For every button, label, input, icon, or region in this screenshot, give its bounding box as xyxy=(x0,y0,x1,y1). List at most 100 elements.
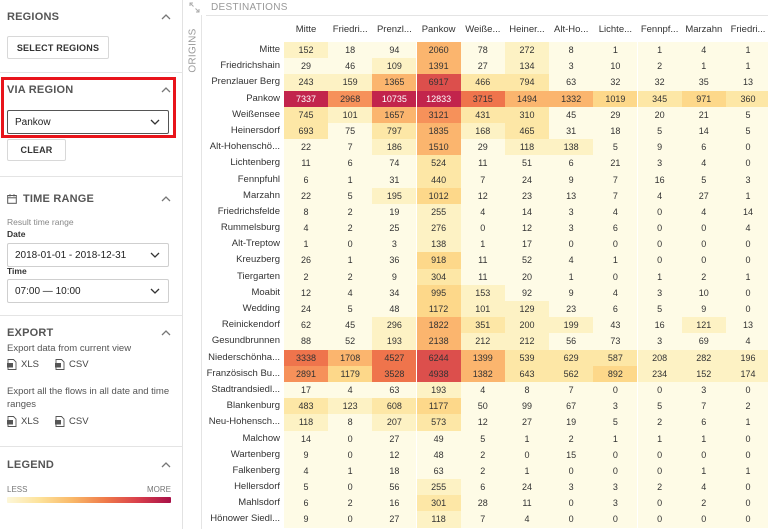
matrix-cell[interactable]: 92 xyxy=(505,284,549,301)
matrix-cell[interactable]: 11 xyxy=(505,495,549,512)
matrix-cell[interactable]: 0 xyxy=(593,381,638,399)
matrix-cell[interactable]: 440 xyxy=(416,171,461,188)
matrix-cell[interactable]: 6 xyxy=(681,414,726,431)
matrix-cell[interactable]: 6917 xyxy=(416,74,461,91)
matrix-cell[interactable]: 995 xyxy=(416,284,461,301)
matrix-cell[interactable]: 16 xyxy=(637,317,682,334)
matrix-cell[interactable]: 6 xyxy=(284,171,328,188)
matrix-cell[interactable]: 2 xyxy=(460,462,505,480)
matrix-cell[interactable]: 4 xyxy=(460,203,505,221)
matrix-cell[interactable]: 49 xyxy=(416,430,461,447)
expand-icon[interactable] xyxy=(189,2,200,13)
matrix-cell[interactable]: 14 xyxy=(284,430,328,447)
matrix-cell[interactable]: 2 xyxy=(549,430,594,447)
matrix-cell[interactable]: 0 xyxy=(549,495,594,512)
matrix-cell[interactable]: 1 xyxy=(637,42,682,59)
matrix-cell[interactable]: 29 xyxy=(284,58,328,75)
matrix-cell[interactable]: 4 xyxy=(681,155,726,172)
matrix-cell[interactable]: 1 xyxy=(681,430,726,447)
matrix-cell[interactable]: 8 xyxy=(328,414,373,431)
matrix-cell[interactable]: 12 xyxy=(505,220,549,237)
matrix-cell[interactable]: 1 xyxy=(681,58,726,75)
matrix-cell[interactable]: 5 xyxy=(328,301,373,318)
matrix-cell[interactable]: 3 xyxy=(637,155,682,172)
matrix-cell[interactable]: 4 xyxy=(681,203,726,221)
matrix-cell[interactable]: 3528 xyxy=(372,365,417,382)
matrix-cell[interactable]: 1 xyxy=(328,252,373,269)
matrix-cell[interactable]: 745 xyxy=(284,106,328,123)
matrix-cell[interactable]: 5 xyxy=(328,187,373,204)
matrix-cell[interactable]: 4527 xyxy=(372,349,417,366)
matrix-cell[interactable]: 118 xyxy=(505,139,549,156)
matrix-cell[interactable]: 7 xyxy=(460,171,505,188)
matrix-cell[interactable]: 11 xyxy=(460,155,505,172)
matrix-cell[interactable]: 7337 xyxy=(284,90,328,107)
matrix-cell[interactable]: 1 xyxy=(726,187,768,204)
via-region-select[interactable]: Pankow xyxy=(7,110,169,134)
matrix-cell[interactable]: 1179 xyxy=(328,365,373,382)
matrix-cell[interactable]: 0 xyxy=(726,236,768,253)
matrix-cell[interactable]: 1 xyxy=(328,171,373,188)
matrix-cell[interactable]: 52 xyxy=(328,333,373,350)
matrix-cell[interactable]: 5 xyxy=(637,301,682,318)
matrix-cell[interactable]: 2 xyxy=(681,268,726,285)
matrix-cell[interactable]: 0 xyxy=(637,495,682,512)
matrix-cell[interactable]: 351 xyxy=(460,317,505,334)
matrix-cell[interactable]: 797 xyxy=(372,122,417,140)
matrix-cell[interactable]: 4938 xyxy=(416,365,461,382)
row-label[interactable]: Mahlsdorf xyxy=(238,497,280,509)
column-header[interactable]: Fennpf... xyxy=(640,24,679,35)
matrix-cell[interactable]: 19 xyxy=(549,414,594,431)
matrix-cell[interactable]: 431 xyxy=(460,106,505,123)
matrix-cell[interactable]: 465 xyxy=(505,122,549,140)
matrix-cell[interactable]: 9 xyxy=(637,139,682,156)
row-label[interactable]: Wartenberg xyxy=(230,448,280,460)
row-label[interactable]: Prenzlauer Berg xyxy=(211,76,280,88)
matrix-cell[interactable]: 587 xyxy=(593,349,638,366)
clear-button[interactable]: CLEAR xyxy=(7,139,66,161)
matrix-cell[interactable]: 129 xyxy=(505,301,549,318)
matrix-cell[interactable]: 159 xyxy=(328,74,373,91)
matrix-cell[interactable]: 0 xyxy=(637,511,682,528)
matrix-cell[interactable]: 0 xyxy=(637,446,682,463)
matrix-cell[interactable]: 12 xyxy=(460,187,505,204)
matrix-cell[interactable]: 6 xyxy=(593,220,638,237)
export-all-csv-button[interactable]: CSV xyxy=(55,416,89,427)
matrix-cell[interactable]: 0 xyxy=(593,446,638,463)
matrix-cell[interactable]: 10735 xyxy=(372,90,417,107)
matrix-cell[interactable]: 0 xyxy=(637,203,682,221)
matrix-cell[interactable]: 1708 xyxy=(328,349,373,366)
matrix-cell[interactable]: 5 xyxy=(726,122,768,140)
matrix-cell[interactable]: 22 xyxy=(284,187,328,204)
matrix-cell[interactable]: 4 xyxy=(460,381,505,399)
matrix-cell[interactable]: 4 xyxy=(593,284,638,301)
matrix-cell[interactable]: 9 xyxy=(372,268,417,285)
matrix-cell[interactable]: 18 xyxy=(328,42,373,59)
matrix-cell[interactable]: 4 xyxy=(726,333,768,350)
matrix-cell[interactable]: 1 xyxy=(726,42,768,59)
matrix-cell[interactable]: 7 xyxy=(328,139,373,156)
matrix-cell[interactable]: 134 xyxy=(505,58,549,75)
matrix-cell[interactable]: 94 xyxy=(372,42,417,59)
matrix-cell[interactable]: 3 xyxy=(726,171,768,188)
matrix-cell[interactable]: 31 xyxy=(549,122,594,140)
matrix-cell[interactable]: 32 xyxy=(593,74,638,91)
matrix-cell[interactable]: 1822 xyxy=(416,317,461,334)
matrix-cell[interactable]: 4 xyxy=(284,220,328,237)
matrix-cell[interactable]: 3 xyxy=(637,284,682,301)
row-label[interactable]: Hellersdorf xyxy=(234,481,280,493)
matrix-cell[interactable]: 0 xyxy=(637,381,682,399)
matrix-cell[interactable]: 483 xyxy=(284,398,328,415)
matrix-cell[interactable]: 1494 xyxy=(505,90,549,107)
matrix-cell[interactable]: 1 xyxy=(726,58,768,75)
row-label[interactable]: Neu-Hohensch... xyxy=(208,416,280,428)
matrix-cell[interactable]: 310 xyxy=(505,106,549,123)
matrix-cell[interactable]: 8 xyxy=(549,42,594,59)
matrix-cell[interactable]: 24 xyxy=(284,301,328,318)
matrix-cell[interactable]: 208 xyxy=(637,349,682,366)
matrix-cell[interactable]: 63 xyxy=(372,381,417,399)
matrix-cell[interactable]: 0 xyxy=(328,236,373,253)
matrix-cell[interactable]: 109 xyxy=(372,58,417,75)
matrix-cell[interactable]: 20 xyxy=(637,106,682,123)
matrix-cell[interactable]: 152 xyxy=(284,42,328,59)
